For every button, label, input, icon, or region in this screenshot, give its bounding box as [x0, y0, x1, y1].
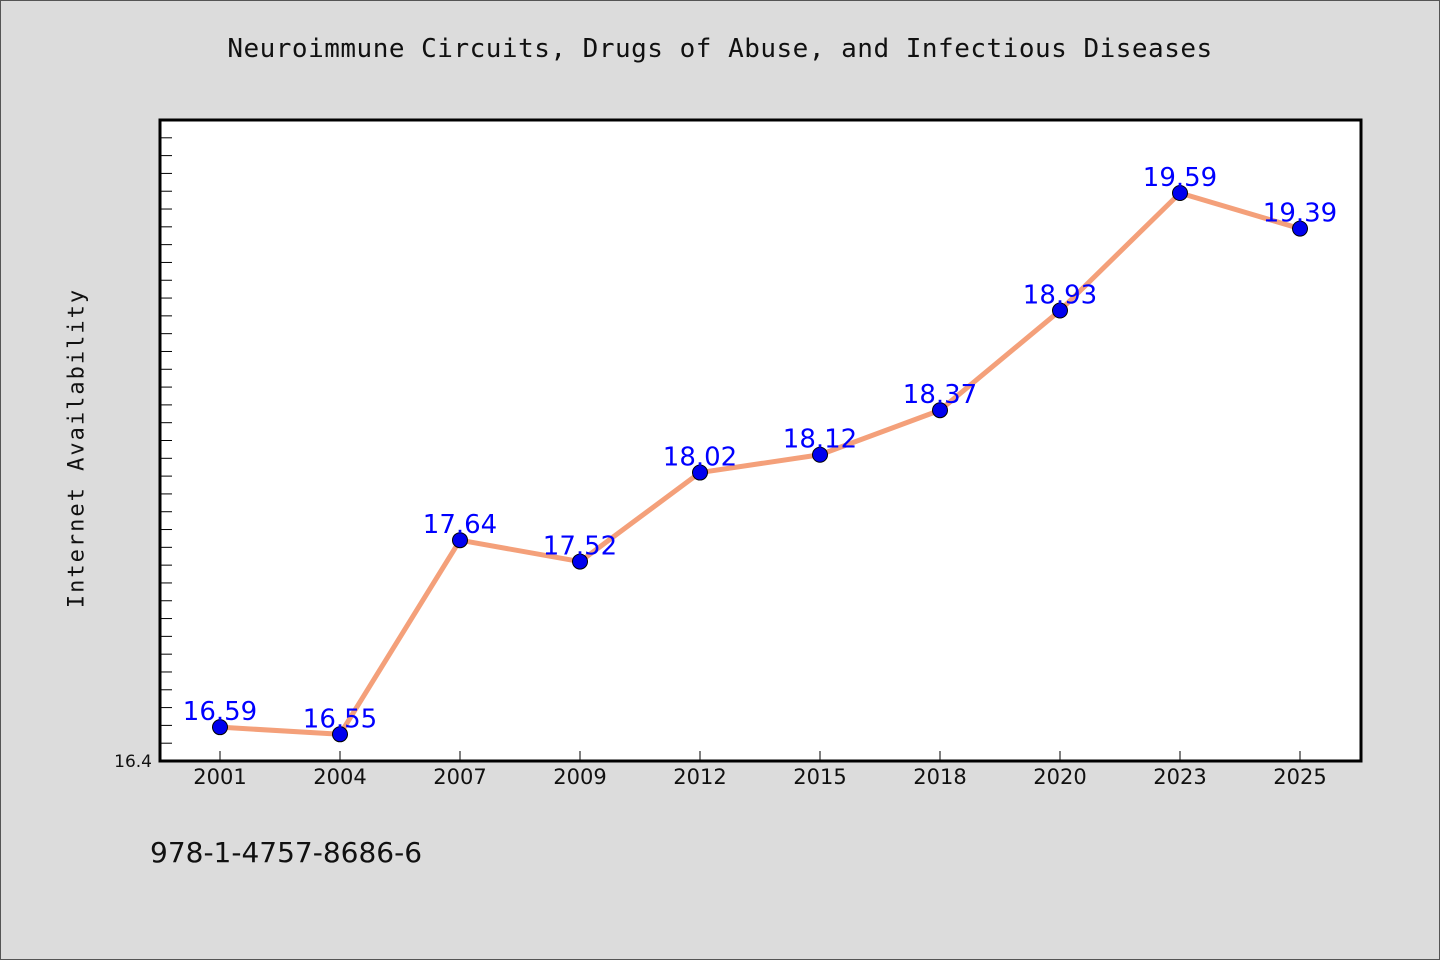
- plot-area: [158, 118, 1363, 763]
- x-tick-label: 2012: [673, 765, 726, 789]
- x-tick-label: 2009: [553, 765, 606, 789]
- x-tick-label: 2020: [1033, 765, 1086, 789]
- data-label: 16.55: [303, 704, 377, 734]
- data-label: 18.37: [903, 380, 977, 410]
- data-point: [1292, 220, 1308, 237]
- isbn-label: 978-1-4757-8686-6: [150, 836, 423, 869]
- data-point: [1172, 185, 1188, 202]
- x-tick-label: 2023: [1153, 765, 1206, 789]
- x-tick-label: 2001: [193, 765, 246, 789]
- data-point: [212, 719, 228, 736]
- x-tick-label: 2018: [913, 765, 966, 789]
- data-label: 18.12: [783, 425, 857, 455]
- data-point: [692, 464, 708, 481]
- data-label: 17.64: [423, 510, 497, 540]
- data-point: [452, 532, 468, 549]
- x-tick-label: 2004: [313, 765, 366, 789]
- x-tick-label: 2015: [793, 765, 846, 789]
- data-label: 17.52: [543, 532, 617, 562]
- data-label: 18.93: [1023, 281, 1097, 311]
- data-point: [812, 446, 828, 463]
- data-point: [332, 726, 348, 743]
- data-point: [1052, 302, 1068, 319]
- data-label: 16.59: [183, 697, 257, 727]
- y-tick-label: 16.4: [114, 752, 152, 772]
- x-tick-label: 2025: [1273, 765, 1326, 789]
- data-label: 19.59: [1143, 163, 1217, 193]
- data-label: 19.39: [1263, 199, 1337, 229]
- x-tick-label: 2007: [433, 765, 486, 789]
- data-point: [932, 402, 948, 419]
- data-point: [572, 553, 588, 570]
- chart-title: Neuroimmune Circuits, Drugs of Abuse, an…: [227, 34, 1213, 64]
- series-line: [219, 190, 1301, 737]
- data-label: 18.02: [663, 443, 737, 473]
